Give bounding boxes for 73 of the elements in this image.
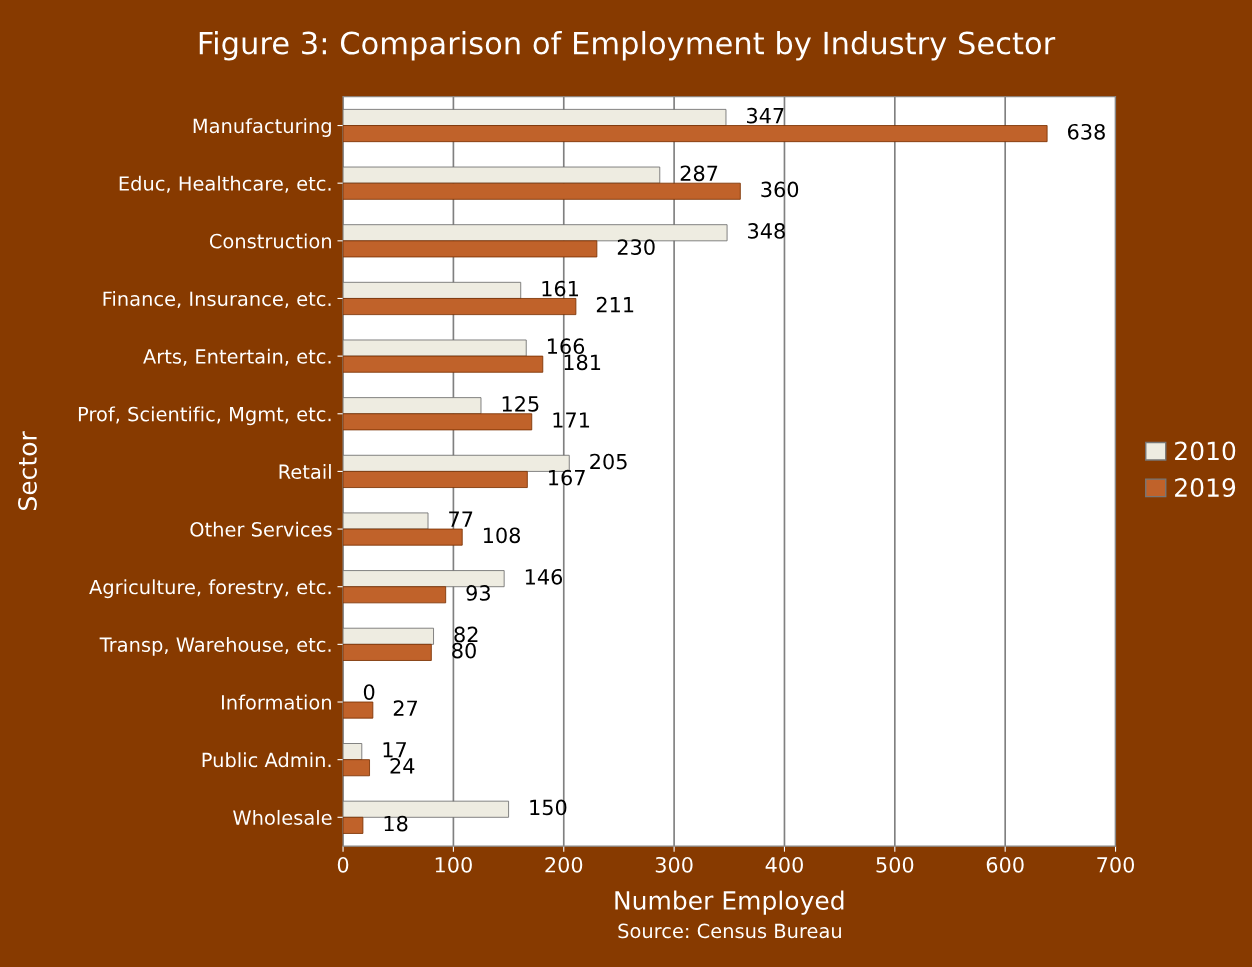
data-label: 80	[452, 642, 476, 659]
y-tick-label: Construction	[209, 233, 331, 249]
bar	[343, 182, 741, 200]
bar	[343, 627, 434, 645]
data-label: 166	[547, 338, 585, 355]
y-tick-label: Other Services	[190, 521, 332, 537]
bar	[343, 355, 544, 373]
bar	[343, 528, 463, 546]
y-axis-title: Sector	[18, 431, 37, 510]
bar	[343, 759, 370, 777]
data-label: 77	[449, 511, 473, 527]
y-tick-label: Retail	[279, 464, 331, 480]
bar	[343, 125, 1048, 143]
data-label: 171	[553, 412, 590, 428]
data-label: 146	[525, 568, 563, 585]
bar	[343, 586, 447, 604]
legend-label: 2010	[1175, 441, 1236, 461]
data-label: 0	[363, 684, 375, 700]
data-label: 287	[680, 165, 718, 182]
x-axis-title: Number Employed	[615, 890, 844, 915]
data-label: 211	[596, 296, 634, 313]
bar	[343, 298, 577, 316]
data-label: 638	[1068, 123, 1105, 140]
y-tick-label: Educ, Healthcare, etc.	[119, 175, 331, 193]
y-tick-label: Transp, Warehouse, etc.	[99, 636, 331, 656]
x-tick-label: 300	[655, 856, 693, 873]
chart-title: Figure 3: Comparison of Employment by Industry Sector	[199, 30, 1056, 61]
bar	[343, 240, 598, 258]
x-tick-label: 100	[435, 856, 472, 873]
data-label: 125	[502, 395, 539, 412]
bar	[343, 512, 429, 530]
bar	[343, 108, 727, 126]
data-label: 167	[549, 469, 585, 486]
bar	[343, 397, 482, 415]
data-label: 82	[454, 626, 478, 643]
bar	[343, 816, 364, 834]
y-tick-label: Prof, Scientific, Mgmt, etc.	[78, 406, 331, 426]
x-tick-label: 600	[986, 856, 1024, 873]
data-label: 230	[617, 239, 655, 255]
bar	[343, 281, 522, 299]
data-label: 181	[564, 354, 601, 371]
x-tick-label: 200	[545, 856, 583, 873]
bar	[343, 701, 374, 719]
x-tick-label: 500	[876, 856, 914, 873]
y-tick-label: Wholesale	[233, 809, 332, 825]
bar	[343, 413, 533, 431]
bar	[343, 166, 661, 184]
source-note: Source: Census Bureau	[618, 923, 841, 939]
y-tick-label: Manufacturing	[193, 118, 331, 137]
y-tick-label: Public Admin.	[202, 752, 331, 768]
data-label: 93	[466, 585, 490, 601]
y-tick-label: Agriculture, forestry, etc.	[89, 579, 331, 599]
bar	[343, 470, 528, 488]
data-label: 161	[542, 280, 578, 297]
data-label: 347	[747, 107, 784, 124]
x-tick-label: 0	[337, 856, 349, 873]
x-tick-label: 700	[1097, 856, 1135, 873]
data-label: 24	[390, 758, 415, 774]
data-label: 205	[590, 453, 627, 470]
data-label: 18	[384, 815, 408, 832]
y-tick-label: Information	[221, 694, 331, 710]
data-label: 360	[761, 181, 799, 198]
bar	[343, 339, 527, 357]
legend-label: 2019	[1175, 478, 1236, 498]
data-label: 150	[530, 799, 567, 816]
data-label: 17	[383, 742, 406, 758]
data-label: 348	[748, 223, 785, 239]
data-label: 27	[393, 700, 418, 716]
bar	[343, 643, 432, 661]
y-tick-label: Arts, Entertain, etc.	[143, 348, 331, 366]
x-tick-label: 400	[765, 856, 803, 873]
data-label: 108	[483, 527, 521, 544]
y-tick-label: Finance, Insurance, etc.	[103, 291, 331, 309]
